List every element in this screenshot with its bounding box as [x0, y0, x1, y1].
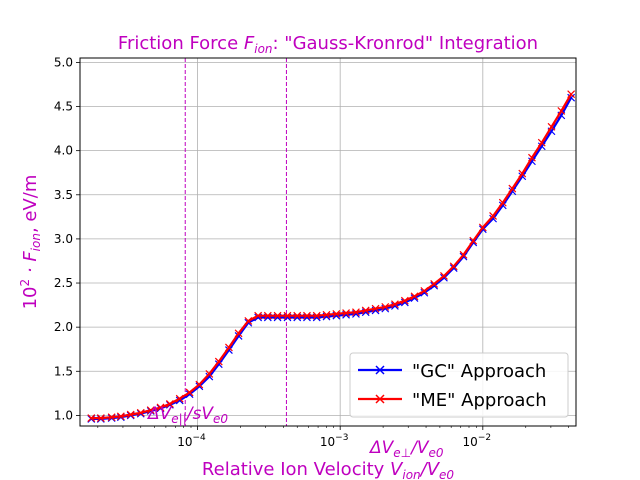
y-axis-label: 102 · Fion, eV/m [18, 175, 43, 310]
legend-gc-marker [375, 365, 385, 375]
series-point [146, 406, 155, 415]
series-point [263, 311, 272, 320]
y-tick-label: 2.5 [54, 276, 73, 290]
series-point [361, 306, 370, 315]
x-axis-ticks: 10−4 10−3 10−2 [97, 426, 570, 449]
y-tick-label: 3.0 [54, 232, 73, 246]
series-point [165, 400, 174, 408]
x-tick-label: 10−2 [463, 433, 492, 449]
series-point [478, 223, 487, 232]
series-point [449, 264, 458, 272]
series-point [283, 311, 292, 320]
series-point [312, 311, 321, 320]
plot-frame [79, 57, 577, 427]
series-point [371, 304, 380, 313]
series-point [225, 343, 233, 352]
series-point [440, 272, 448, 280]
series-point [126, 410, 135, 419]
y-tick-label: 4.0 [54, 144, 73, 158]
legend-entry-me: "ME" Approach [358, 390, 547, 411]
x-axis-label: Relative Ion Velocity Vion/Ve0 [202, 459, 454, 480]
series-point [518, 169, 527, 178]
chart-title: Friction Force Fion: "Gauss-Kronrod" Int… [118, 33, 538, 56]
series-point [537, 138, 546, 147]
series-point [342, 309, 351, 317]
series-point [459, 250, 468, 259]
series-point [528, 153, 536, 162]
series-point [116, 412, 125, 421]
series-point [332, 309, 341, 318]
series-point [489, 214, 497, 223]
y-tick-label: 3.5 [54, 188, 73, 202]
series-point [547, 122, 556, 131]
series-point [440, 273, 448, 282]
x-tick-label: 10−4 [177, 433, 206, 449]
series-point [87, 414, 96, 422]
series-1 [87, 90, 576, 422]
legend-box [349, 352, 569, 418]
series-point [96, 414, 105, 422]
reference-lines [184, 58, 287, 426]
series-point [136, 408, 145, 417]
series-point [175, 394, 184, 403]
series-point [205, 370, 214, 378]
series-point [107, 413, 116, 422]
legend-me-marker [375, 394, 385, 404]
series-point [410, 292, 419, 301]
series-point [381, 302, 390, 311]
series-point [244, 317, 253, 325]
series-point [87, 415, 96, 423]
y-tick-label: 1.0 [54, 408, 73, 422]
series-point [195, 380, 204, 389]
series-point [567, 90, 576, 99]
series-point [352, 308, 360, 317]
grid [80, 58, 576, 426]
series-point [420, 287, 429, 295]
series-point [391, 300, 399, 309]
series-point [430, 279, 439, 288]
y-tick-label: 1.5 [54, 364, 73, 378]
series-point [185, 388, 194, 397]
legend-entry-gc: "GC" Approach [358, 361, 546, 382]
series-point [557, 107, 566, 115]
series-point [195, 382, 204, 391]
series-point [469, 236, 478, 245]
series-point [254, 311, 263, 320]
series-point [322, 310, 331, 319]
legend-me-label: "ME" Approach [412, 390, 547, 411]
x-tick-label: 10−3 [320, 433, 349, 449]
series-point [537, 142, 546, 151]
series-point [400, 296, 409, 305]
series-point [498, 198, 507, 207]
y-tick-label: 2.0 [54, 320, 73, 334]
legend-gc-label: "GC" Approach [412, 361, 546, 382]
annotation-delta-v-parallel: ΔVe||/sVe0 [146, 404, 228, 426]
series-point [214, 360, 223, 369]
series-point [205, 372, 214, 381]
series-layer [87, 90, 576, 423]
series-point [156, 403, 165, 412]
y-axis-ticks: 1.0 1.5 2.0 2.5 3.0 3.5 4.0 4.5 5.0 [54, 55, 80, 422]
annotation-delta-v-perp: ΔVe⊥/Ve0 [368, 438, 444, 460]
series-point [214, 357, 223, 366]
series-point [508, 184, 517, 193]
series-point [273, 311, 282, 320]
y-tick-label: 4.5 [54, 100, 73, 114]
legend: "GC" Approach "ME" Approach [349, 352, 569, 418]
series-point [449, 262, 458, 271]
series-point [293, 311, 302, 320]
y-tick-label: 5.0 [54, 55, 73, 69]
series-point [234, 329, 243, 338]
plot-area: 1.0 1.5 2.0 2.5 3.0 3.5 4.0 4.5 5.0 10−4 10−3 10−2 [54, 55, 577, 449]
series-point [303, 311, 311, 320]
series-point [489, 212, 497, 220]
